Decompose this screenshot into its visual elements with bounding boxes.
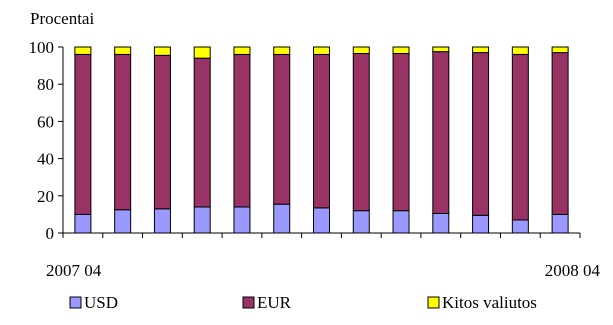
y-tick-label: 100	[29, 38, 55, 57]
bar-kitos-valiutos-6	[273, 46, 291, 55]
bar-kitos-valiutos-8	[352, 46, 370, 55]
legend-swatch-kitos-valiutos	[427, 296, 440, 309]
bar-kitos-valiutos-13	[551, 46, 569, 54]
bar-eur-13	[551, 52, 569, 215]
bar-kitos-valiutos-3	[153, 46, 171, 56]
bar-usd-7	[313, 207, 330, 234]
bar-kitos-valiutos-12	[511, 46, 529, 55]
bar-kitos-valiutos-4	[193, 46, 211, 59]
bar-eur-12	[511, 53, 529, 221]
bar-usd-13	[551, 213, 569, 234]
y-axis-title: Procentai	[30, 9, 94, 28]
bar-usd-9	[392, 210, 410, 234]
bar-eur-10	[432, 51, 450, 214]
bar-usd-4	[193, 206, 211, 234]
bar-usd-2	[114, 209, 132, 234]
bar-eur-11	[472, 52, 490, 216]
legend-label: Kitos valiutos	[442, 293, 537, 312]
bar-usd-8	[352, 210, 370, 234]
bar-kitos-valiutos-10	[432, 46, 450, 53]
y-tick-label: 20	[37, 187, 54, 206]
bar-usd-5	[233, 206, 251, 234]
bar-eur-6	[273, 53, 291, 205]
bar-kitos-valiutos-11	[472, 46, 490, 54]
bar-kitos-valiutos-9	[392, 46, 410, 55]
bar-eur-1	[74, 53, 92, 215]
bar-usd-3	[153, 208, 171, 234]
y-tick-label: 60	[37, 112, 54, 131]
bar-eur-4	[193, 57, 211, 208]
x-tick-label: 2008 04	[545, 261, 601, 280]
bar-usd-12	[511, 219, 529, 234]
bar-usd-1	[74, 213, 92, 234]
legend-swatch-eur	[242, 296, 255, 309]
axes: 0 20 40 60 80 100 2007 04 2008 04	[29, 38, 601, 280]
legend-label: EUR	[257, 293, 292, 312]
bar-eur-3	[153, 54, 171, 210]
legend: USD EUR Kitos valiutos	[69, 293, 537, 312]
y-tick-label: 80	[37, 75, 54, 94]
bar-eur-8	[352, 53, 370, 212]
bar-kitos-valiutos-2	[114, 46, 132, 55]
bar-kitos-valiutos-1	[74, 46, 92, 55]
legend-swatch-usd	[69, 296, 82, 309]
bar-usd-6	[273, 203, 291, 234]
y-tick-label: 0	[46, 224, 55, 243]
bar-eur-2	[114, 53, 132, 211]
bars	[74, 46, 569, 234]
x-tick-label: 2007 04	[46, 261, 102, 280]
bar-kitos-valiutos-7	[313, 46, 330, 55]
bar-eur-5	[233, 53, 251, 208]
bar-usd-11	[472, 214, 490, 234]
bar-kitos-valiutos-5	[233, 46, 251, 55]
y-tick-label: 40	[37, 150, 54, 169]
legend-label: USD	[84, 293, 118, 312]
bar-eur-7	[313, 53, 330, 209]
bar-usd-10	[432, 212, 450, 234]
bar-eur-9	[392, 53, 410, 212]
